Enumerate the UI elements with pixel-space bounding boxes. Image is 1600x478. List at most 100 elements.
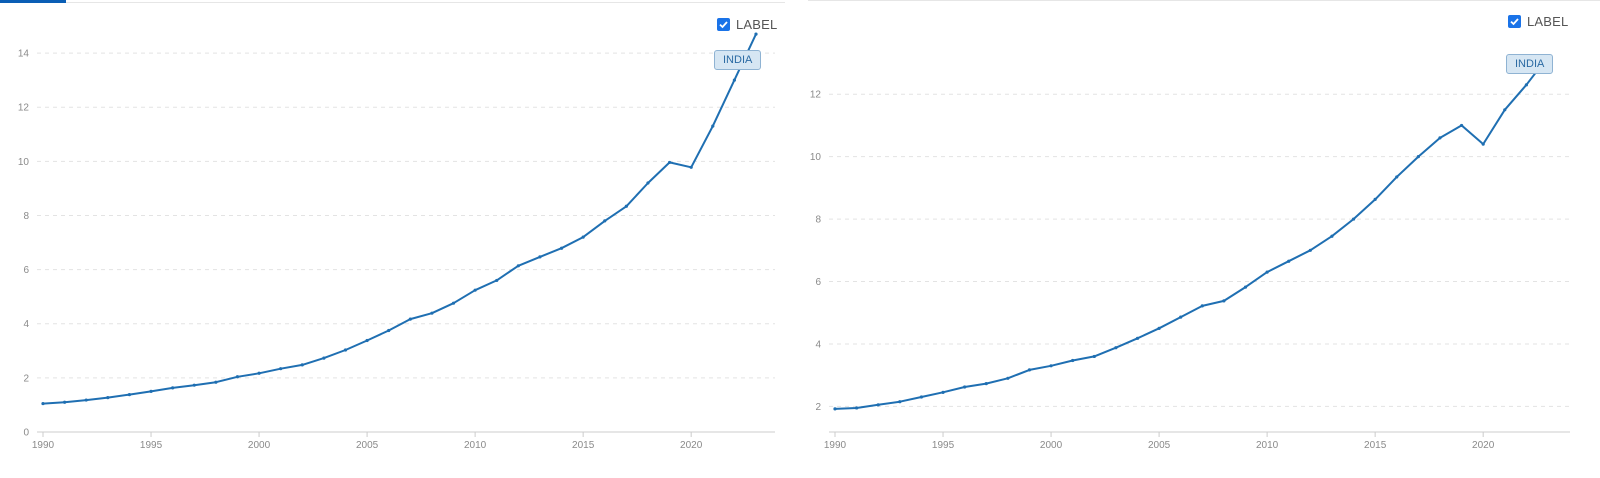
data-point — [214, 380, 218, 384]
data-point — [624, 204, 628, 208]
data-point — [430, 311, 434, 315]
y-tick-label: 8 — [23, 211, 29, 222]
x-tick-label: 2000 — [1040, 440, 1063, 451]
data-point — [1351, 217, 1356, 221]
y-tick-label: 2 — [815, 402, 821, 413]
data-point — [63, 400, 67, 404]
data-point — [1438, 136, 1442, 140]
data-point — [1092, 354, 1096, 359]
data-point — [1179, 315, 1183, 319]
data-point — [1006, 376, 1010, 380]
top-divider — [808, 0, 1600, 1]
data-point — [898, 400, 902, 404]
y-tick-label: 14 — [18, 49, 30, 60]
data-point — [408, 317, 412, 321]
legend-left[interactable]: LABEL — [717, 17, 777, 32]
y-tick-label: 12 — [18, 103, 30, 114]
data-point — [1503, 108, 1507, 112]
data-point — [1330, 234, 1334, 238]
y-tick-label: 8 — [815, 215, 821, 226]
data-point — [1459, 123, 1464, 128]
x-tick-label: 1990 — [824, 440, 847, 451]
x-tick-label: 2010 — [1256, 440, 1279, 451]
data-point — [1071, 358, 1075, 363]
data-point — [1049, 364, 1053, 368]
legend-label: LABEL — [1527, 14, 1569, 29]
data-point — [451, 301, 456, 305]
y-tick-label: 12 — [810, 90, 822, 101]
data-point — [1135, 336, 1140, 340]
data-point — [473, 288, 477, 292]
y-tick-label: 4 — [23, 319, 29, 330]
y-tick-label: 2 — [23, 373, 29, 384]
data-point — [365, 338, 369, 343]
data-point — [300, 363, 304, 367]
data-point — [387, 328, 391, 333]
data-point — [41, 401, 45, 406]
y-tick-label: 6 — [815, 277, 821, 288]
data-point — [1524, 83, 1528, 87]
active-tab-indicator — [0, 0, 66, 3]
data-point — [1243, 285, 1248, 289]
x-tick-label: 2020 — [1472, 440, 1495, 451]
x-tick-label: 2005 — [1148, 440, 1171, 451]
x-tick-label: 1995 — [932, 440, 955, 451]
data-point — [581, 235, 585, 239]
data-point — [1027, 368, 1032, 372]
data-point — [1287, 259, 1291, 263]
y-tick-label: 10 — [18, 157, 30, 168]
data-point — [1265, 270, 1269, 274]
data-point — [667, 160, 672, 165]
legend-checkbox[interactable] — [1508, 15, 1521, 28]
y-tick-label: 10 — [810, 152, 822, 163]
chart-panel-right: 2 4 6 8 10 12 1990 1995 2000 2005 2010 2015 2020 LAB… — [808, 0, 1600, 478]
data-point — [963, 385, 967, 389]
data-point — [754, 32, 758, 36]
data-point — [559, 246, 564, 250]
data-point — [279, 367, 283, 371]
data-point — [1157, 326, 1161, 330]
checkmark-icon — [1510, 18, 1519, 26]
y-tick-label: 0 — [23, 428, 29, 439]
line-chart-right: 2 4 6 8 10 12 1990 1995 2000 2005 2010 2015 2020 — [810, 55, 1570, 451]
data-point — [192, 383, 196, 387]
x-tick-label: 2000 — [248, 440, 271, 451]
data-point — [919, 395, 924, 399]
data-point — [149, 389, 153, 393]
data-point — [646, 181, 650, 185]
checkmark-icon — [719, 21, 728, 29]
x-tick-label: 1990 — [32, 440, 55, 451]
data-point — [257, 371, 261, 375]
data-point — [732, 78, 736, 82]
data-point — [855, 406, 859, 410]
data-point — [1416, 155, 1420, 159]
data-point — [171, 386, 175, 390]
x-tick-label: 2015 — [1364, 440, 1387, 451]
y-tick-label: 4 — [815, 339, 821, 350]
data-point — [1200, 304, 1204, 308]
data-point — [516, 264, 520, 268]
x-tick-label: 2015 — [572, 440, 595, 451]
x-tick-label: 1995 — [140, 440, 163, 451]
data-point — [941, 390, 945, 394]
series-line — [42, 33, 757, 405]
data-point — [1114, 346, 1118, 350]
data-point — [984, 382, 988, 386]
data-point — [106, 396, 110, 400]
data-point — [495, 278, 499, 283]
data-point — [1222, 299, 1226, 303]
data-point — [235, 375, 240, 379]
legend-right[interactable]: LABEL — [1508, 14, 1568, 29]
data-point — [711, 124, 715, 128]
data-point — [689, 165, 693, 169]
data-point — [603, 219, 607, 223]
legend-label: LABEL — [736, 17, 778, 32]
legend-checkbox[interactable] — [717, 18, 730, 31]
x-tick-label: 2010 — [464, 440, 487, 451]
data-point — [343, 348, 348, 352]
top-divider — [0, 2, 785, 3]
x-tick-label: 2005 — [356, 440, 379, 451]
data-point — [1481, 142, 1485, 146]
data-point — [1373, 197, 1377, 202]
data-point — [1395, 175, 1399, 179]
